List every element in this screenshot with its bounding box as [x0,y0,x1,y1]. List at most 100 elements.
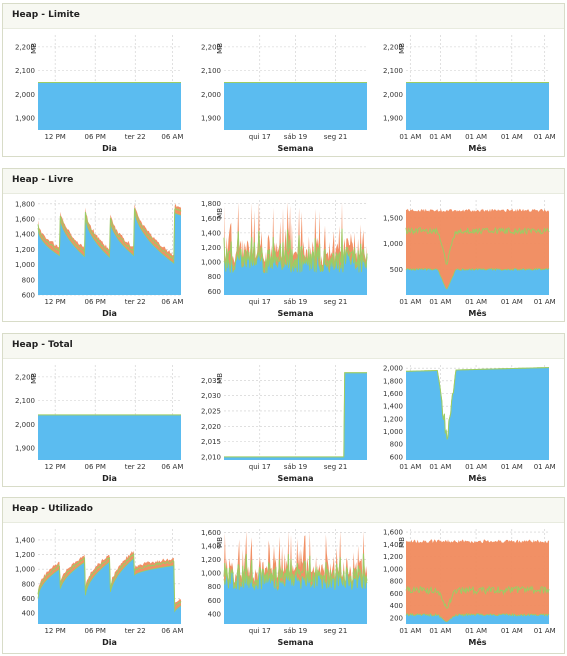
series-edge [224,372,367,458]
y-tick-label: 400 [22,610,35,618]
y-tick-label: 2,015 [201,438,221,446]
x-tick-label: seg 21 [324,298,348,306]
chart-limite-dia: MB 1,900 2,000 2,100 2,200 12 PM 06 PM ter 22 06… [15,35,183,153]
x-tick-label: 01 AM [501,133,523,141]
y-tick-label: 2,100 [15,67,35,75]
y-tick-label: 1,000 [15,261,35,269]
series-edge [406,367,550,440]
x-tick-label: sáb 19 [284,463,308,471]
y-tick-label: 1,000 [383,240,403,248]
y-tick-label: 1,400 [15,231,35,239]
panel-header: Heap - Livre [3,169,564,194]
series-band-area [406,208,549,289]
y-tick-label: 600 [22,292,35,300]
x-tick-label: sáb 19 [284,133,308,141]
x-tick-label: 01 AM [534,627,556,635]
chart-livre-dia: 600 800 1,000 1,200 1,400 1,600 1,800 12 PM 06 P… [15,200,183,318]
series-area [38,82,181,130]
y-tick-label: 800 [390,578,403,586]
series-band-area [224,531,367,590]
y-tick-label: 1,600 [383,390,403,398]
y-axis-label: MB [216,373,224,384]
y-tick-label: 500 [390,266,403,274]
chart-limite-mes: MB 1,900 2,000 2,100 2,200 01 AM 01 AM 01 AM 01 … [383,35,556,153]
x-tick-label: seg 21 [324,627,348,635]
y-axis-label: MB [216,208,224,219]
x-axis-label: Mês [468,308,486,318]
series-edge [223,569,368,591]
series-area [224,251,367,295]
y-axis-label: MB [30,373,38,384]
series-edge [37,211,182,264]
x-tick-label: 01 AM [399,627,421,635]
series-area [224,569,367,624]
series-area [406,268,549,295]
y-tick-label: 1,200 [201,244,221,252]
y-tick-label: 1,800 [383,377,403,385]
chart-util-mes: MB 200 400 600 800 1,000 1,200 1,400 1,600 01 AM 0… [383,529,556,647]
panel-heap-limite: Heap - Limite [2,3,565,157]
x-axis-label: Semana [277,638,313,647]
x-tick-label: 01 AM [465,298,487,306]
x-tick-label: qui 17 [249,627,271,635]
y-tick-label: 2,020 [201,423,221,431]
y-tick-label: 2,100 [201,67,221,75]
y-tick-label: 1,200 [383,553,403,561]
x-axis-label: Semana [277,309,313,318]
x-tick-label: 01 AM [429,133,451,141]
x-tick-label: 06 PM [84,627,105,635]
x-tick-label: qui 17 [249,133,271,141]
y-tick-label: 200 [390,614,403,622]
y-tick-label: 1,500 [383,214,403,222]
x-tick-label: 01 AM [501,463,523,471]
x-tick-label: qui 17 [249,298,271,306]
y-tick-label: 2,000 [383,91,403,99]
series-edge [37,557,182,613]
x-tick-label: seg 21 [324,133,348,141]
y-tick-label: 2,100 [383,67,403,75]
series-line [405,585,550,609]
y-tick-label: 800 [390,441,403,449]
series-line [405,226,550,265]
y-tick-label: 2,200 [201,43,221,51]
x-tick-label: 06 AM [161,463,183,471]
y-axis-label: MB [30,43,38,54]
x-axis-label: Dia [102,309,117,318]
y-tick-label: 800 [208,273,221,281]
y-tick-label: 1,400 [383,541,403,549]
chart-total-semana: MB 2,010 2,015 2,020 2,025 2,030 2,035 qui 17 sá… [201,365,367,483]
y-tick-label: 2,010 [201,453,221,461]
x-tick-label: 01 AM [534,463,556,471]
x-tick-label: 01 AM [399,133,421,141]
x-tick-label: 12 PM [44,463,65,471]
y-tick-label: 1,200 [15,551,35,559]
series-area [224,372,367,460]
panel-header: Heap - Limite [3,4,564,29]
series-edge [405,267,550,290]
y-tick-label: 600 [208,597,221,605]
y-tick-label: 1,800 [201,200,221,208]
x-tick-label: 06 PM [84,133,105,141]
y-tick-label: 600 [22,595,35,603]
y-tick-label: 2,035 [201,377,221,385]
x-tick-label: 01 AM [534,298,556,306]
y-tick-label: 1,200 [201,556,221,564]
y-tick-label: 2,000 [383,365,403,373]
y-tick-label: 1,600 [15,216,35,224]
y-tick-label: 1,900 [201,115,221,123]
y-tick-label: 1,000 [383,428,403,436]
x-tick-label: 01 AM [429,463,451,471]
y-tick-label: 400 [208,610,221,618]
series-area [406,367,549,460]
y-tick-label: 800 [208,583,221,591]
x-tick-label: ter 22 [125,627,146,635]
x-tick-label: 01 AM [534,133,556,141]
x-axis-label: Mês [468,637,486,647]
chart-limite-semana: MB 1,900 2,000 2,100 2,200 qui 17 sáb 19 seg 21… [201,35,367,153]
y-tick-label: 1,400 [201,542,221,550]
x-tick-label: qui 17 [249,463,271,471]
y-tick-label: 2,200 [15,373,35,381]
y-tick-label: 1,600 [201,215,221,223]
x-tick-label: 01 AM [501,298,523,306]
y-tick-label: 600 [390,590,403,598]
